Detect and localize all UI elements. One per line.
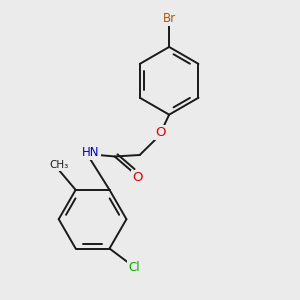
Text: Cl: Cl (128, 261, 140, 274)
Text: Br: Br (163, 12, 176, 25)
Text: O: O (132, 171, 142, 184)
Text: HN: HN (82, 146, 100, 159)
Text: O: O (155, 126, 166, 140)
Text: CH₃: CH₃ (50, 160, 69, 170)
